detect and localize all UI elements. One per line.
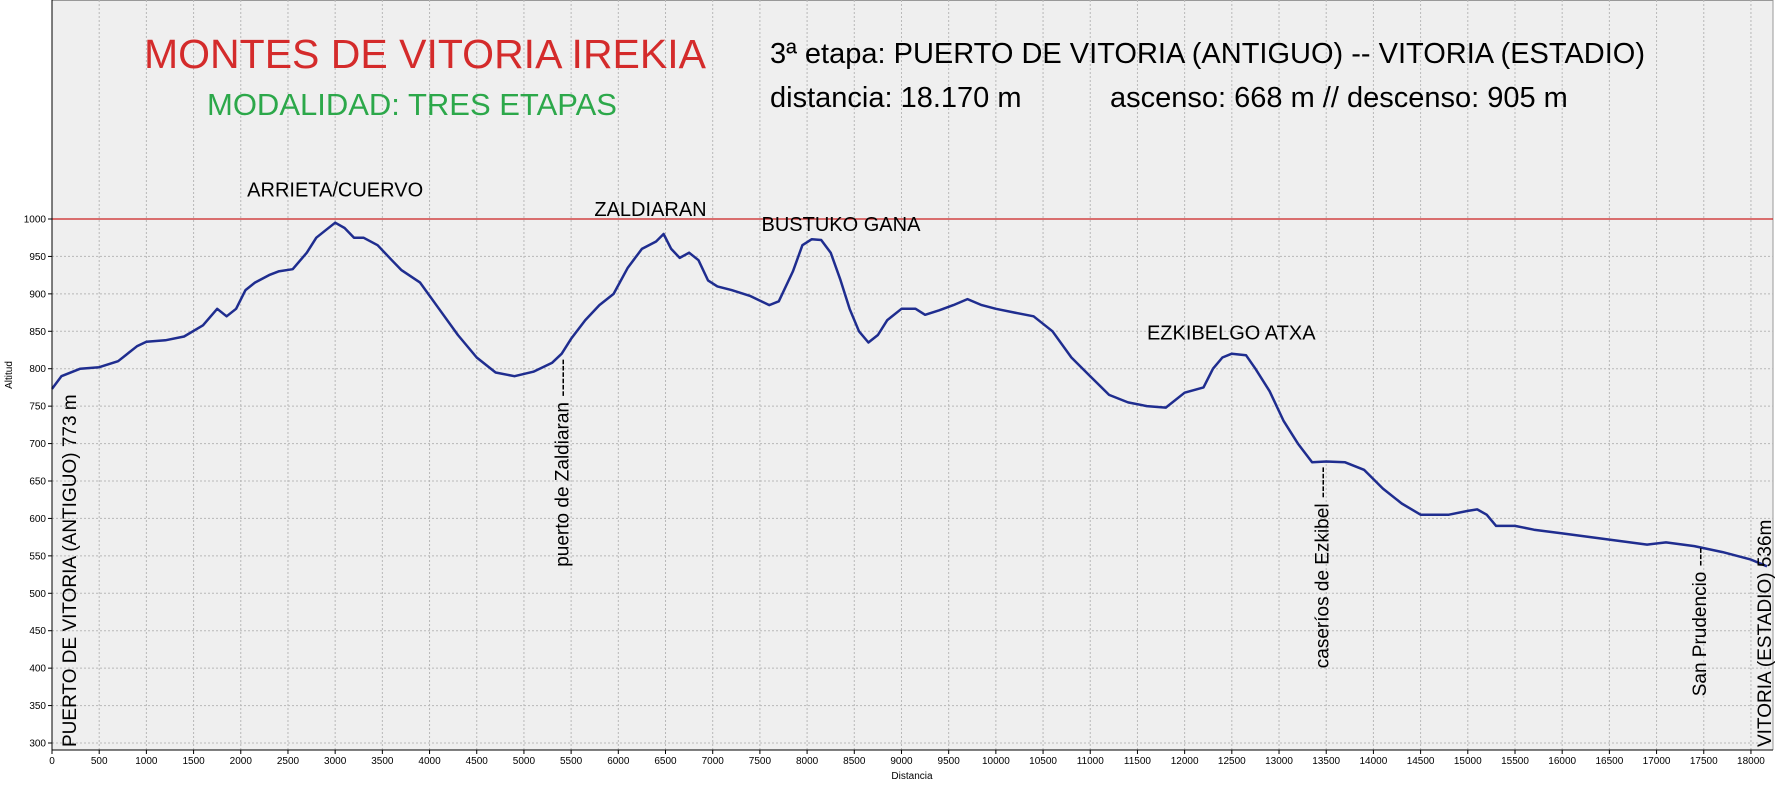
y-tick-label: 600 xyxy=(29,514,46,525)
x-tick-label: 12000 xyxy=(1171,756,1199,767)
y-tick-label: 650 xyxy=(29,477,46,488)
x-tick-label: 4000 xyxy=(418,756,441,767)
x-tick-label: 17000 xyxy=(1643,756,1671,767)
x-tick-label: 15500 xyxy=(1501,756,1529,767)
x-tick-label: 3000 xyxy=(324,756,347,767)
chart-subtitle: MODALIDAD: TRES ETAPAS xyxy=(207,87,617,122)
y-tick-label: 500 xyxy=(29,589,46,600)
x-axis-ticks: 0 500 1000 1500 2000 2500 3000 3500 4000 4500 5000… xyxy=(49,750,1765,767)
stage-line: 3ª etapa: PUERTO DE VITORIA (ANTIGUO) --… xyxy=(770,38,1645,70)
annotation-label: VITORIA (ESTADIO) 536m xyxy=(1755,520,1775,747)
y-tick-label: 450 xyxy=(29,626,46,637)
x-tick-label: 11500 xyxy=(1124,756,1152,767)
grid xyxy=(51,0,1773,750)
annotation-label: BUSTUKO GANA xyxy=(762,214,922,236)
elevation-profile-line xyxy=(50,221,1768,568)
x-tick-label: 5000 xyxy=(513,756,536,767)
stats-distance: distancia: 18.170 m xyxy=(770,82,1021,114)
y-tick-label: 850 xyxy=(29,327,46,338)
y-tick-label: 950 xyxy=(29,252,46,263)
x-tick-label: 12500 xyxy=(1218,756,1246,767)
x-tick-label: 6000 xyxy=(607,756,630,767)
annotation-label: ZALDIARAN xyxy=(594,199,706,221)
y-tick-label: 350 xyxy=(29,701,46,712)
annotation-label: caseríos de Ezkibel ----- xyxy=(1312,467,1333,669)
y-axis-ticks: 300 350 400 450 500 550 600 650 700 750 800 850 900 9… xyxy=(24,215,52,750)
annotation-label: PUERTO DE VITORIA (ANTIGUO) 773 m xyxy=(60,394,81,747)
y-axis-label: Altitud xyxy=(4,361,15,389)
x-tick-label: 16000 xyxy=(1548,756,1576,767)
x-tick-label: 7500 xyxy=(749,756,772,767)
x-tick-label: 16500 xyxy=(1595,756,1623,767)
x-tick-label: 11000 xyxy=(1077,756,1105,767)
x-axis-label: Distancia xyxy=(891,771,933,782)
x-tick-label: 9500 xyxy=(938,756,961,767)
stats-ascent-descent: ascenso: 668 m // descenso: 905 m xyxy=(1110,82,1568,114)
x-tick-label: 500 xyxy=(91,756,108,767)
annotation-label: ARRIETA/CUERVO xyxy=(247,180,423,202)
y-tick-label: 400 xyxy=(29,664,46,675)
y-tick-label: 300 xyxy=(29,739,46,750)
x-tick-label: 9000 xyxy=(890,756,913,767)
y-tick-label: 550 xyxy=(29,551,46,562)
y-tick-label: 750 xyxy=(29,402,46,413)
x-tick-label: 14000 xyxy=(1360,756,1388,767)
x-tick-label: 2500 xyxy=(277,756,300,767)
x-tick-label: 14500 xyxy=(1407,756,1435,767)
x-tick-label: 6500 xyxy=(654,756,677,767)
annotation-label: San Prudencio --- xyxy=(1690,547,1711,696)
x-tick-label: 17500 xyxy=(1690,756,1718,767)
x-tick-label: 13500 xyxy=(1312,756,1340,767)
x-tick-label: 3500 xyxy=(371,756,394,767)
y-tick-label: 1000 xyxy=(24,215,47,226)
annotation-label: puerto de Zaldiaran ------ xyxy=(553,359,574,567)
y-tick-label: 800 xyxy=(29,364,46,375)
x-tick-label: 7000 xyxy=(702,756,725,767)
x-tick-label: 15000 xyxy=(1454,756,1482,767)
x-tick-label: 1000 xyxy=(135,756,158,767)
x-tick-label: 0 xyxy=(49,756,55,767)
x-tick-label: 18000 xyxy=(1737,756,1765,767)
chart-title: MONTES DE VITORIA IREKIA xyxy=(144,31,707,77)
annotation-label: EZKIBELGO ATXA xyxy=(1147,323,1316,345)
x-tick-label: 1500 xyxy=(182,756,205,767)
x-tick-label: 4500 xyxy=(466,756,489,767)
x-tick-label: 8500 xyxy=(843,756,866,767)
y-tick-label: 700 xyxy=(29,439,46,450)
x-tick-label: 13000 xyxy=(1265,756,1293,767)
x-tick-label: 5500 xyxy=(560,756,583,767)
x-tick-label: 2000 xyxy=(230,756,253,767)
x-tick-label: 10500 xyxy=(1029,756,1057,767)
annotations: ARRIETA/CUERVO ZALDIARAN BUSTUKO GANA EZKIB… xyxy=(60,180,1775,747)
y-tick-label: 900 xyxy=(29,289,46,300)
plot-background xyxy=(52,1,1773,750)
x-tick-label: 8000 xyxy=(796,756,819,767)
x-tick-label: 10000 xyxy=(982,756,1010,767)
